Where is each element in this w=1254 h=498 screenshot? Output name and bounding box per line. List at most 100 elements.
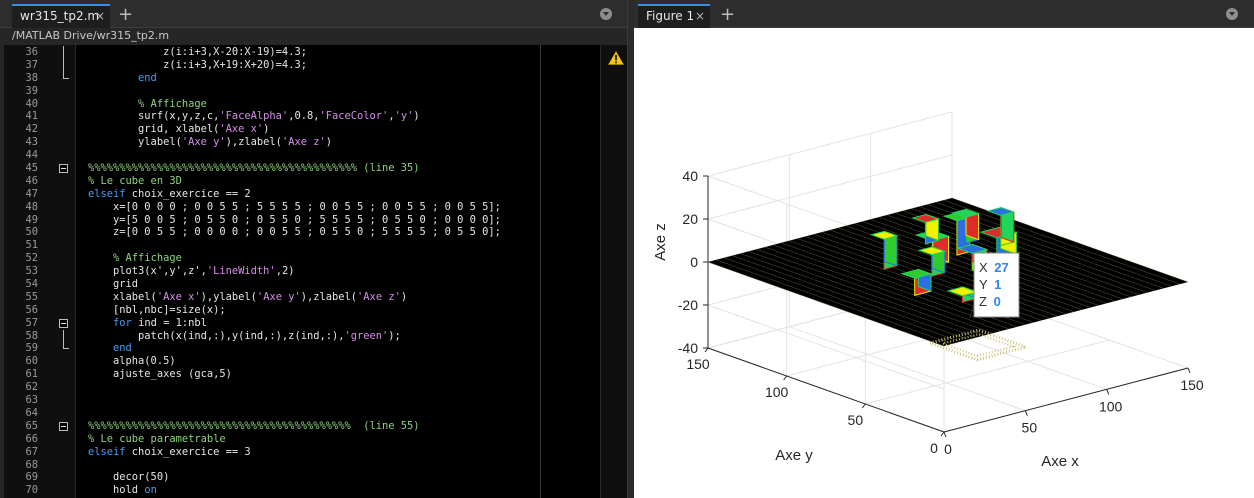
code-text: decor(50): [88, 471, 169, 484]
tab-menu-chevron-icon[interactable]: [1226, 8, 1238, 20]
code-line[interactable]: 58 patch(x(ind,:),y(ind,:),z(ind,:),'gre…: [0, 329, 600, 343]
surface-mesh-line: [943, 199, 1180, 285]
datatip-x-value: 27: [994, 260, 1008, 275]
code-line[interactable]: 43 ylabel('Axe y'),zlabel('Axe z'): [0, 136, 600, 149]
pit-ring-inner: [939, 333, 1017, 357]
code-line[interactable]: 68: [0, 459, 600, 472]
grid-line: [789, 326, 1026, 412]
code-line[interactable]: 48 x=[0 0 0 0 ; 0 0 5 5 ; 5 5 5 5 ; 0 0 …: [0, 201, 600, 214]
code-text: plot3(x',y',z','LineWidth',2): [88, 265, 294, 278]
code-line[interactable]: 65%%%%%%%%%%%%%%%%%%%%%%%%%%%%%%%%%%%%%%…: [0, 420, 600, 433]
code-token: ): [325, 136, 333, 149]
code-line[interactable]: 40 % Affichage: [0, 98, 600, 111]
code-token: alpha(0.5): [88, 355, 176, 368]
code-line[interactable]: 69 decor(50): [0, 471, 600, 484]
fold-toggle-icon[interactable]: [59, 318, 68, 328]
code-line[interactable]: 55 xlabel('Axe x'),ylabel('Axe y'),zlabe…: [0, 291, 600, 304]
code-line[interactable]: 63: [0, 394, 600, 407]
add-tab-button[interactable]: +: [118, 4, 134, 25]
code-token: % Affichage: [138, 97, 207, 110]
code-line[interactable]: 62: [0, 381, 600, 394]
surface-plot[interactable]: 0 50 100 150 0 50 100 150 40 20 0 -20 -40 Axe z Axe …: [634, 28, 1254, 498]
code-token: ,0.8,: [288, 110, 320, 123]
code-line[interactable]: 57 for ind = 1:nbl: [0, 317, 600, 330]
code-line[interactable]: 49 y=[5 0 0 5 ; 0 5 5 0 ; 0 5 5 0 ; 5 5 …: [0, 214, 600, 227]
line-number: 56: [25, 303, 38, 316]
code-line[interactable]: 56 [nbl,nbc]=size(x);: [0, 304, 600, 317]
code-line[interactable]: 59 end: [0, 341, 600, 355]
line-number: 53: [25, 265, 38, 278]
z-axis-label: Axe z: [652, 223, 669, 261]
code-line[interactable]: 54 grid: [0, 278, 600, 291]
tick-label: 150: [686, 356, 710, 372]
decor-objects: [869, 206, 1019, 303]
pane-divider[interactable]: [627, 0, 634, 498]
tab-wr315-tp2[interactable]: wr315_tp2.m ×: [12, 4, 110, 28]
line-number: 61: [25, 368, 38, 381]
tab-menu-chevron-icon[interactable]: [600, 8, 612, 20]
line-number: 51: [25, 239, 38, 252]
line-number: 50: [25, 226, 38, 239]
x-axis-label: Axe x: [1041, 453, 1079, 470]
tick-label: 50: [848, 412, 864, 428]
code-line[interactable]: 47 elseif choix_exercice == 2: [0, 188, 600, 201]
fold-line-marker: [63, 46, 64, 59]
code-line[interactable]: 44: [0, 149, 600, 162]
decor-object-face: [917, 246, 947, 256]
x-tick: [943, 431, 947, 438]
surface-mesh-line: [756, 248, 993, 334]
datatip[interactable]: X 27 Y 1 Z 0: [969, 252, 1020, 319]
code-line[interactable]: 38 end: [0, 70, 600, 85]
code-line[interactable]: 70 hold on: [0, 484, 600, 497]
code-line[interactable]: 45%%%%%%%%%%%%%%%%%%%%%%%%%%%%%%%%%%%%%%…: [0, 162, 600, 175]
fold-end-marker: [63, 341, 69, 350]
fold-end-marker: [63, 70, 69, 79]
fold-toggle-icon[interactable]: [59, 164, 68, 174]
close-icon[interactable]: ×: [94, 9, 105, 23]
code-line[interactable]: 41 surf(x,y,z,c,'FaceAlpha',0.8,'FaceCol…: [0, 110, 600, 123]
code-token: 'y': [394, 110, 414, 123]
y-tick: [940, 431, 945, 437]
code-line[interactable]: 66 % Le cube parametrable: [0, 433, 600, 446]
code-line[interactable]: 39: [0, 85, 600, 98]
fold-toggle-icon[interactable]: [59, 421, 68, 431]
code-line[interactable]: 52 % Affichage: [0, 252, 600, 265]
editor-scroll-strip[interactable]: [600, 45, 627, 498]
code-editor[interactable]: 36 z(i:i+3,X-20:X-19)=4.3; 37 z(i:i+3,X+1…: [0, 45, 627, 498]
code-line[interactable]: 67 elseif choix_exercice == 3: [0, 446, 600, 459]
tick-label: 0: [930, 440, 938, 456]
code-text: z=[0 0 5 5 ; 0 0 0 0 ; 0 0 5 5 ; 0 5 5 0…: [88, 226, 501, 239]
code-line[interactable]: 64: [0, 407, 600, 420]
tick-label: 0: [944, 441, 952, 457]
line-number: 38: [25, 71, 38, 84]
code-line[interactable]: 42 grid, xlabel('Axe x'): [0, 123, 600, 136]
line-number: 58: [25, 329, 38, 342]
code-token: ): [400, 290, 408, 303]
tick-label: 20: [682, 211, 698, 227]
code-line[interactable]: 60 alpha(0.5): [0, 355, 600, 368]
warning-triangle-icon[interactable]: [608, 51, 624, 65]
code-line[interactable]: 36 z(i:i+3,X-20:X-19)=4.3;: [0, 46, 600, 59]
decor-object-face: [951, 208, 981, 218]
add-figure-tab-button[interactable]: +: [720, 4, 736, 25]
code-line[interactable]: 53 plot3(x',y',z','LineWidth',2): [0, 265, 600, 278]
code-token: hold: [88, 484, 145, 497]
code-token: grid: [88, 278, 139, 291]
code-line[interactable]: 46 % Le cube en 3D: [0, 175, 600, 188]
line-number: 45: [25, 162, 38, 175]
surface-mesh-line: [903, 210, 1140, 296]
line-number: 36: [25, 46, 38, 58]
code-line[interactable]: 51: [0, 239, 600, 252]
code-token: % Affichage: [113, 252, 182, 265]
close-icon[interactable]: ×: [694, 9, 705, 23]
y-axis-line: [707, 347, 945, 433]
code-token: elseif: [88, 187, 126, 200]
surface-mesh-line: [764, 246, 1002, 332]
code-line[interactable]: 61 ajuste_axes (gca,5): [0, 368, 600, 381]
code-line[interactable]: 50 z=[0 0 5 5 ; 0 0 0 0 ; 0 0 5 5 ; 0 5 …: [0, 226, 600, 239]
tab-figure-1[interactable]: Figure 1 ×: [638, 4, 710, 28]
line-number: 67: [25, 445, 38, 458]
code-line[interactable]: 37 z(i:i+3,X+19:X+20)=4.3;: [0, 58, 600, 72]
code-token: on: [144, 484, 157, 497]
code-token: ),zlabel(: [300, 290, 358, 303]
